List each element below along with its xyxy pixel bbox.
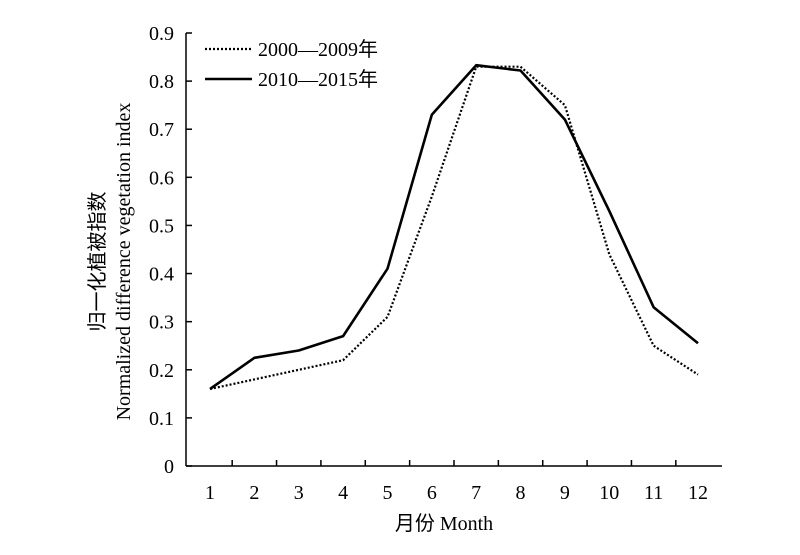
y-tick-label: 0.1	[149, 408, 174, 430]
legend-label-2: 2010—2015年	[258, 68, 378, 91]
series-line-1	[209, 65, 699, 391]
y-tick-label: 0.5	[149, 215, 174, 237]
y-tick-label: 0.3	[149, 312, 174, 334]
y-tick-label: 0.9	[149, 23, 174, 45]
x-tick-label: 9	[560, 482, 570, 504]
x-tick-label: 1	[205, 482, 215, 504]
y-tick-label: 0	[164, 456, 174, 478]
x-tick-label: 8	[516, 482, 526, 504]
y-tick-label: 0.7	[149, 119, 174, 141]
x-tick-label: 11	[644, 482, 663, 504]
y-tick-label: 0.2	[149, 360, 174, 382]
series-line-2	[209, 63, 699, 391]
x-tick-label: 6	[427, 482, 437, 504]
x-tick-label: 5	[382, 482, 392, 504]
x-axis-title: 月份 Month	[395, 512, 493, 535]
x-tick-label: 4	[338, 482, 348, 504]
x-tick-label: 7	[471, 482, 481, 504]
x-axis-ticks: 1 2 3 4 5 6 7 8 9 10 11 12	[205, 460, 708, 504]
y-tick-label: 0.6	[149, 167, 174, 189]
x-tick-label: 12	[688, 482, 708, 504]
y-axis-title-english: Normalized difference vegetation index	[113, 103, 135, 421]
x-tick-label: 2	[249, 482, 259, 504]
legend-label-1: 2000—2009年	[258, 38, 378, 61]
y-axis-title-chinese: 归一化植被指数	[86, 192, 109, 332]
y-axis-ticks: 0 0.1 0.2 0.3 0.4 0.5 0.6 0.7 0.8 0.9	[149, 23, 192, 478]
y-tick-label: 0.8	[149, 71, 174, 93]
x-tick-label: 10	[599, 482, 619, 504]
series-lines	[209, 63, 699, 391]
y-tick-label: 0.4	[149, 264, 174, 286]
legend: 2000—2009年 2010—2015年	[205, 38, 378, 91]
x-tick-label: 3	[294, 482, 304, 504]
